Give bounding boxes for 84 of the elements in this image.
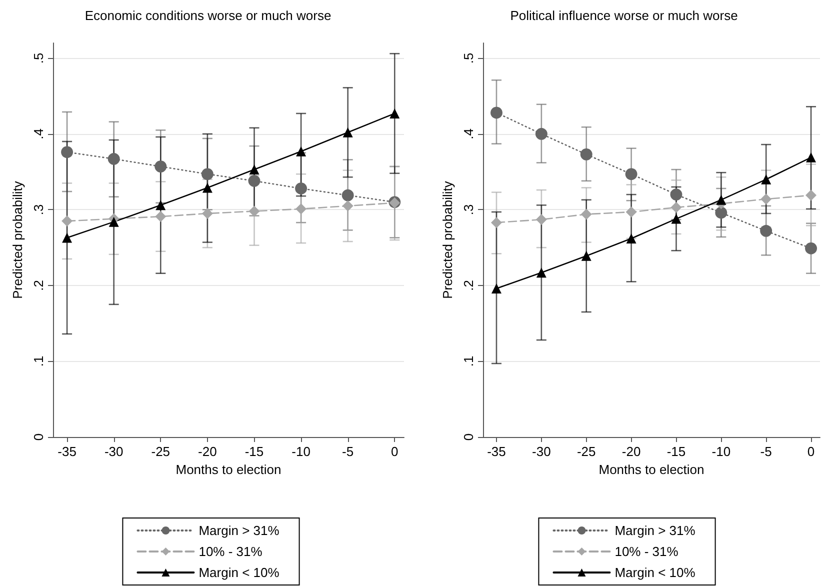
x-tick-label: -10 [712,444,731,459]
point [805,242,818,254]
point [671,214,682,224]
point [342,200,354,212]
point [296,203,307,214]
x-tick-label: -5 [760,444,772,459]
point [490,217,502,228]
point [535,128,548,140]
x-axis-title: Months to election [598,462,704,477]
point [806,190,817,201]
point [390,108,400,118]
point [490,106,502,119]
point [670,188,682,201]
x-tick-label: 0 [807,444,815,459]
point [670,202,682,213]
point [580,208,592,220]
point [806,152,816,162]
point [536,268,546,278]
point [62,216,73,227]
point [108,152,120,165]
point [202,208,213,219]
point [716,194,726,205]
legend-label: Margin > 31% [198,523,280,538]
chart-title: Economic conditions worse or much worse [84,8,332,23]
x-tick-label: -25 [151,444,170,459]
point [296,146,306,156]
chart-title: Political influence worse or much worse [510,8,738,23]
point [761,174,772,184]
y-tick-label: .5 [461,52,476,64]
point [295,182,308,194]
x-tick-label: -20 [622,444,641,459]
point [625,168,638,180]
y-tick-label: 0 [31,433,46,441]
y-tick-label: 0 [461,433,476,441]
point [155,211,166,222]
point [248,206,260,217]
x-tick-label: -10 [292,444,310,459]
x-tick-label: -35 [58,444,76,459]
x-tick-label: -20 [198,444,217,459]
point [61,146,74,158]
point [491,283,502,294]
y-tick-label: .3 [31,204,46,216]
y-tick-label: .4 [31,128,46,140]
x-tick-label: -15 [666,444,686,459]
point [536,214,547,226]
point [342,127,353,138]
y-tick-label: .5 [31,52,46,64]
point [248,174,260,187]
legend-label: Margin < 10% [614,565,696,580]
y-tick-label: .1 [31,356,46,367]
point [154,160,167,172]
legend-label: 10% - 31% [198,544,263,559]
point [760,194,772,205]
legend-label: Margin < 10% [198,565,280,580]
x-tick-label: -5 [342,444,354,459]
y-axis-title: Predicted probability [440,180,456,299]
y-tick-label: .3 [461,204,476,216]
x-tick-label: -30 [104,444,124,459]
x-tick-label: -35 [487,444,506,459]
y-tick-label: .4 [461,128,476,140]
point [626,206,637,218]
legend-label: Margin > 31% [614,523,696,538]
point [580,148,592,160]
x-tick-label: -25 [576,444,596,459]
point [156,200,166,210]
point [108,216,119,227]
y-tick-label: .2 [31,280,46,291]
point [202,182,212,193]
point [62,232,72,243]
y-tick-label: .2 [461,280,476,291]
point [760,224,772,237]
point [201,168,214,180]
y-axis-title: Predicted probability [10,180,26,299]
point [715,206,728,219]
point [581,250,592,261]
point [342,189,354,202]
y-tick-label: .1 [461,356,476,367]
x-axis-title: Months to election [176,462,282,477]
x-tick-label: -15 [244,444,264,459]
point [626,233,636,244]
x-tick-label: 0 [391,444,398,459]
legend-label: 10% - 31% [614,544,679,559]
point [249,164,260,175]
x-tick-label: -30 [532,444,551,459]
